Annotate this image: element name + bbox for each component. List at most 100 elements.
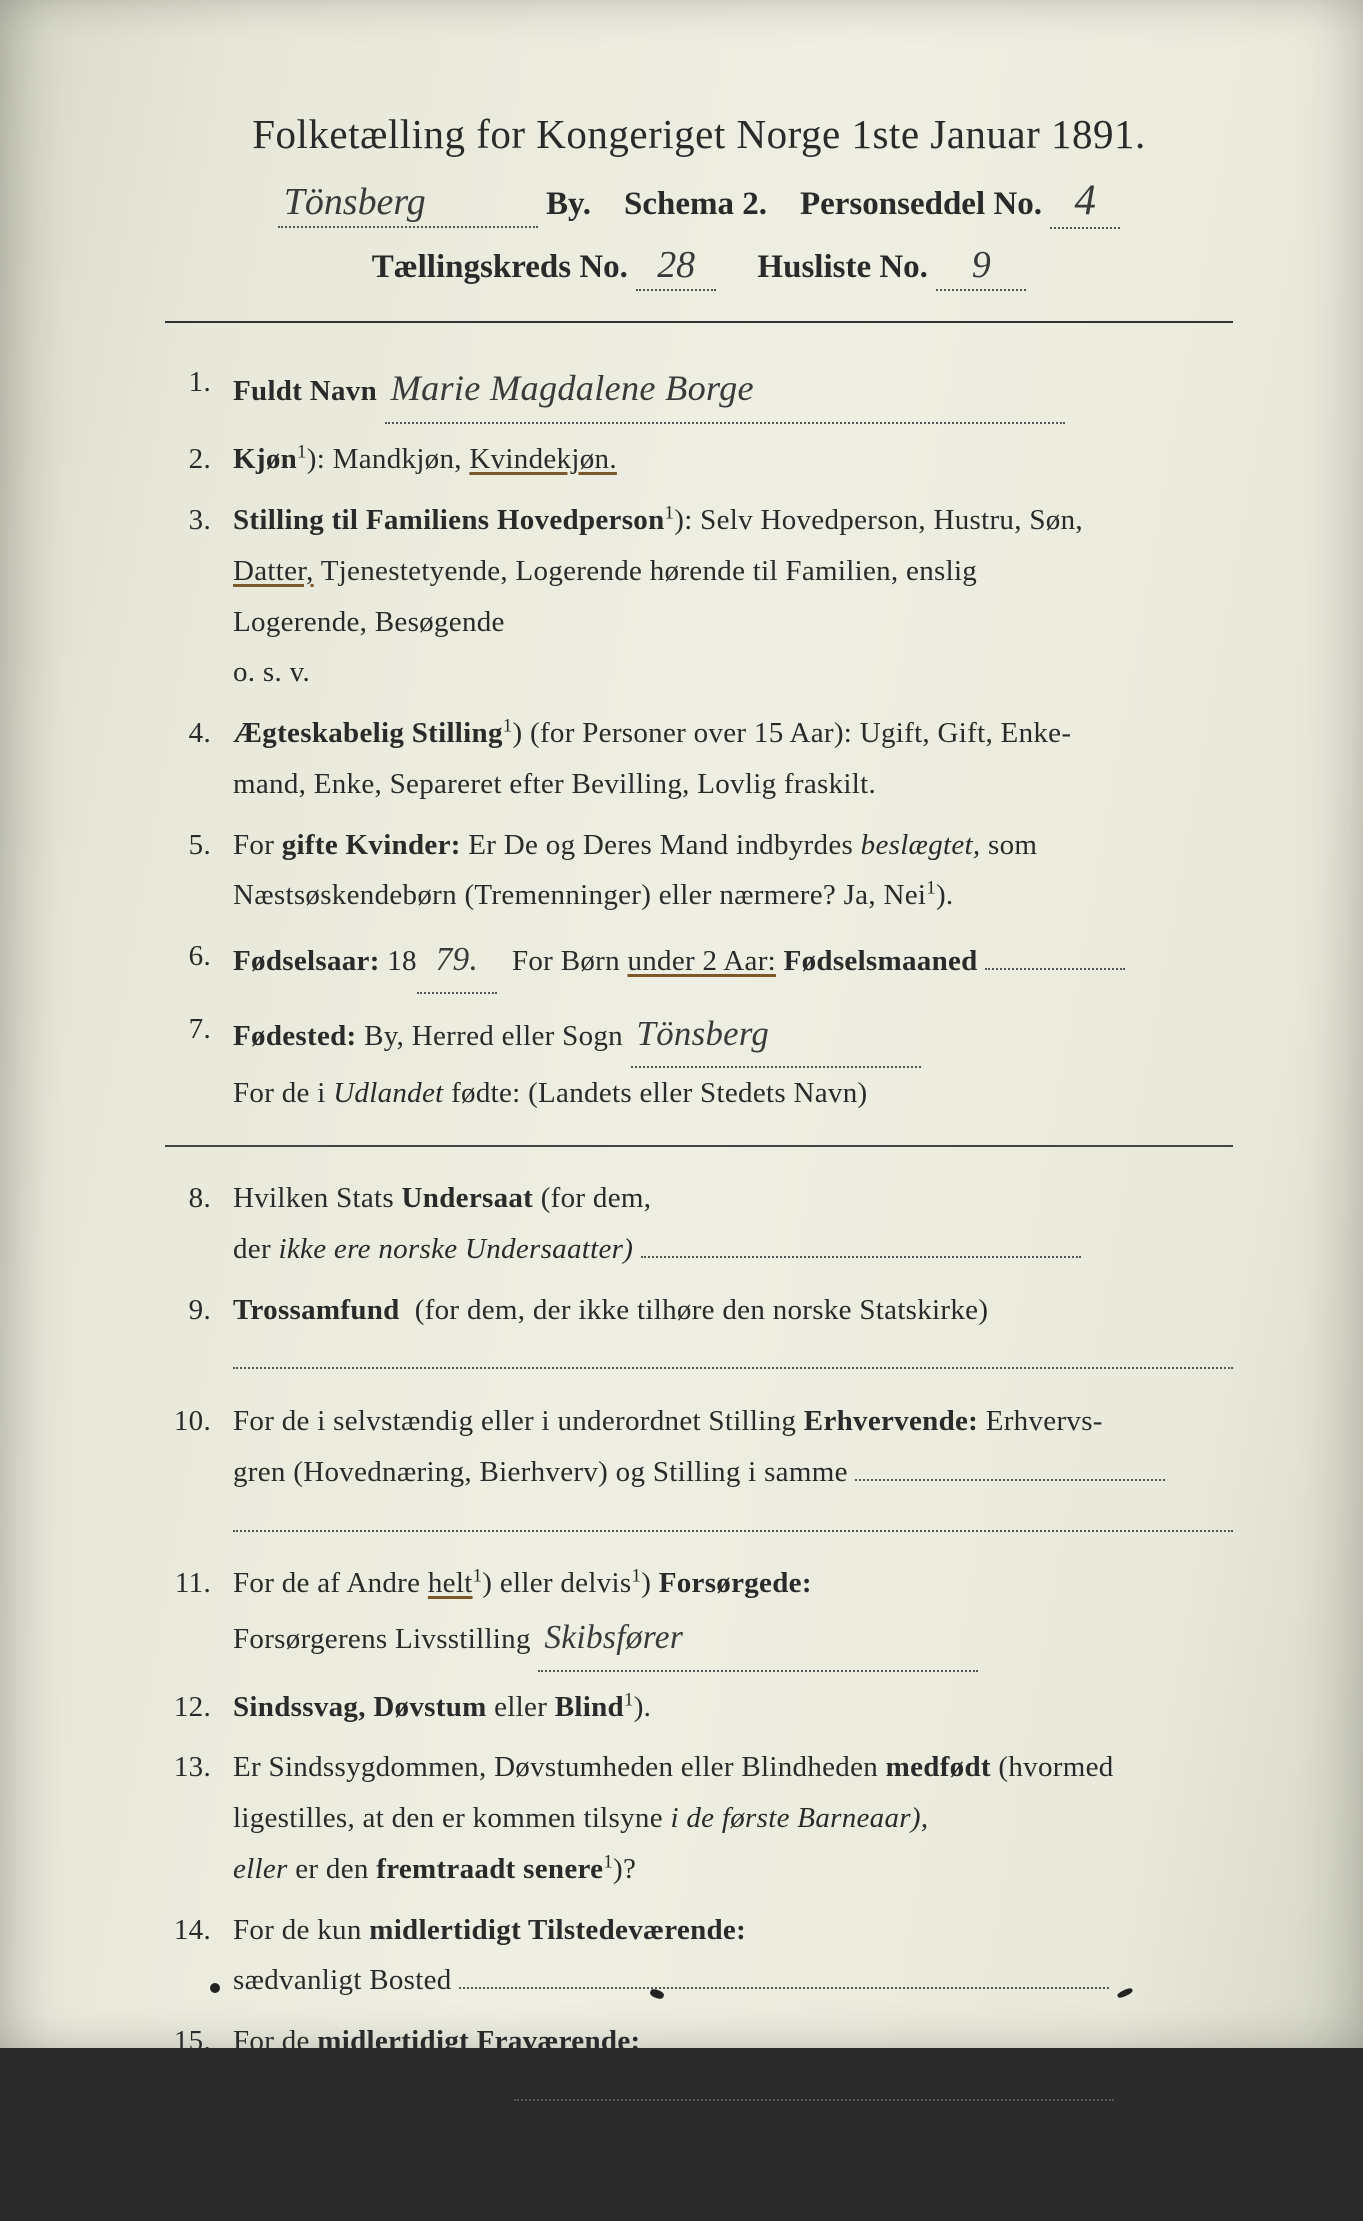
stilling-opts-4: o. s. v. [233, 656, 310, 688]
item-5: 5. For gifte Kvinder: Er De og Deres Man… [165, 820, 1233, 922]
city-field: Tönsberg [278, 180, 538, 228]
q12-bold: Sindssvag, Døvstum [233, 1691, 487, 1723]
taellingskreds-label: Tællingskreds No. [372, 249, 628, 285]
q13-l2a: ligestilles, at den er kommen tilsyne [233, 1802, 663, 1834]
q5-t3: Næstsøskendebørn (Tremenninger) eller næ… [233, 879, 926, 911]
item-7: 7. Fødested: By, Herred eller Sogn Tönsb… [165, 1004, 1233, 1120]
item-body: Fuldt Navn Marie Magdalene Borge [233, 357, 1233, 424]
trossamfund-label: Trossamfund [233, 1294, 400, 1326]
q7-l2c: fødte: (Landets eller Stedets Navn) [451, 1077, 867, 1109]
census-form-page: Folketælling for Kongeriget Norge 1ste J… [0, 0, 1363, 2048]
fodselsaar-label: Fødselsaar: [233, 945, 380, 977]
q6-under2: under 2 Aar: [627, 945, 776, 977]
item-body: For de i selvstændig eller i underordnet… [233, 1396, 1233, 1548]
q11-t2: eller delvis [500, 1567, 632, 1599]
divider-mid-1 [165, 1145, 1233, 1147]
q12-end: ). [634, 1691, 652, 1723]
q13-l3b: er den [295, 1853, 368, 1885]
husliste-no: 9 [936, 243, 1026, 291]
item-1: 1. Fuldt Navn Marie Magdalene Borge [165, 357, 1233, 424]
q11-t1: For de af Andre [233, 1567, 420, 1599]
header-line-3: Tællingskreds No. 28 Husliste No. 9 [165, 243, 1233, 291]
stilling-label: Stilling til Familiens Hovedperson [233, 504, 665, 536]
aegteskab-label: Ægteskabelig Stilling [233, 717, 503, 749]
q5-t1: Er De og Deres Mand indbyrdes [468, 829, 853, 861]
q8-bold: Undersaat [402, 1182, 534, 1214]
item-body: Ægteskabelig Stilling1) (for Personer ov… [233, 708, 1233, 810]
q8-field [641, 1256, 1081, 1258]
q12-t2: eller [494, 1691, 547, 1723]
q10-bold: Erhvervende: [804, 1405, 978, 1437]
footnote-text: De for hvert Tilfælde passende Ord under… [354, 2190, 1078, 2220]
item-2: 2. Kjøn1): Mandkjøn, Kvindekjøn. [165, 434, 1233, 485]
q7-l2a: For de i [233, 1077, 326, 1109]
item-body: Er Sindssygdommen, Døvstumheden eller Bl… [233, 1742, 1233, 1894]
item-9: 9. Trossamfund (for dem, der ikke tilhør… [165, 1285, 1233, 1387]
q5-gifte: gifte Kvinder: [282, 829, 461, 861]
q14-l2: sædvanligt Bosted [233, 1964, 452, 1996]
footnote-sup: 1 [320, 2188, 332, 2208]
q5-for: For [233, 829, 274, 861]
personseddel-label: Personseddel No. [800, 186, 1042, 222]
footnote-ref: 1 [603, 1851, 613, 1872]
q9-field [233, 1367, 1233, 1369]
header-line-2: Tönsberg By. Schema 2. Personseddel No. … [165, 176, 1233, 229]
q8-t2: (for dem, [541, 1182, 652, 1214]
personseddel-no: 4 [1050, 176, 1120, 229]
q11-l2: Forsørgerens Livsstilling [233, 1623, 531, 1655]
q7-text: By, Herred eller Sogn [364, 1020, 623, 1052]
q9-text: (for dem, der ikke tilhøre den norske St… [415, 1294, 989, 1326]
item-11: 11. For de af Andre helt1) eller delvis1… [165, 1558, 1233, 1671]
stilling-opts-3: Logerende, Besøgende [233, 606, 505, 638]
footnote-ref: 1 [631, 1566, 641, 1587]
q14-field [459, 1987, 1109, 1989]
item-6: 6. Fødselsaar: 1879. For Børn under 2 Aa… [165, 931, 1233, 993]
fodselsmaaned-label: Fødselsmaaned [784, 945, 978, 977]
stilling-opts-1: Selv Hovedperson, Hustru, Søn, [700, 504, 1083, 536]
item-number: 3. [165, 495, 233, 698]
q5-ital: beslægtet, [861, 829, 981, 861]
item-number: 13. [165, 1742, 233, 1894]
q12-blind: Blind [555, 1691, 624, 1723]
item-body: For de af Andre helt1) eller delvis1) Fo… [233, 1558, 1233, 1671]
husliste-label: Husliste No. [757, 249, 928, 285]
q13-end: )? [613, 1853, 636, 1885]
item-number: 12. [165, 1682, 233, 1733]
ink-spot-icon [210, 1983, 220, 1993]
year-value: 79. [417, 931, 497, 993]
item-12: 12. Sindssvag, Døvstum eller Blind1). [165, 1682, 1233, 1733]
q5-t2: som [988, 829, 1037, 861]
q13-t1: Er Sindssygdommen, Døvstumheden eller Bl… [233, 1751, 878, 1783]
fodested-label: Fødested: [233, 1020, 357, 1052]
stilling-opts-2: Tjenestetyende, Logerende hørende til Fa… [321, 555, 977, 587]
stilling-selected: Datter, [233, 555, 314, 587]
footnote-ref: 1 [624, 1689, 634, 1710]
q10-field [855, 1479, 1165, 1481]
item-number: 2. [165, 434, 233, 485]
fuldt-navn-label: Fuldt Navn [233, 375, 377, 407]
kjon-opts: Mandkjøn, [333, 443, 462, 475]
q13-ital: i de første Barneaar), [670, 1802, 928, 1834]
q8-l2: der [233, 1233, 271, 1265]
q14-t1: For de kun [233, 1914, 362, 1946]
item-10: 10. For de i selvstændig eller i underor… [165, 1396, 1233, 1548]
q15-t1: For de [233, 2025, 310, 2057]
item-body: For de kun midlertidigt Tilstedeværende:… [233, 1905, 1233, 2007]
q5-end: ). [936, 879, 954, 911]
item-number: 11. [165, 1558, 233, 1671]
kjon-selected: Kvindekjøn. [469, 443, 616, 475]
q13-b1: medfødt [886, 1751, 991, 1783]
aegteskab-paren: (for Personer over 15 Aar): [530, 717, 852, 749]
item-body: Stilling til Familiens Hovedperson1): Se… [233, 495, 1233, 698]
year-prefix: 18 [387, 945, 417, 977]
item-body: Hvilken Stats Undersaat (for dem, der ik… [233, 1173, 1233, 1275]
kjon-label: Kjøn [233, 443, 297, 475]
item-body: Fødested: By, Herred eller Sogn Tönsberg… [233, 1004, 1233, 1120]
fodested-value: Tönsberg [631, 1004, 921, 1069]
fuldt-navn-value: Marie Magdalene Borge [385, 357, 1065, 424]
forsorger-value: Skibsfører [538, 1609, 978, 1671]
item-body: For de midlertidigt Fraværende: antageli… [233, 2016, 1233, 2118]
item-4: 4. Ægteskabelig Stilling1) (for Personer… [165, 708, 1233, 810]
item-number: 7. [165, 1004, 233, 1120]
q15-l2: antageligt Opholdssted [233, 2076, 506, 2108]
